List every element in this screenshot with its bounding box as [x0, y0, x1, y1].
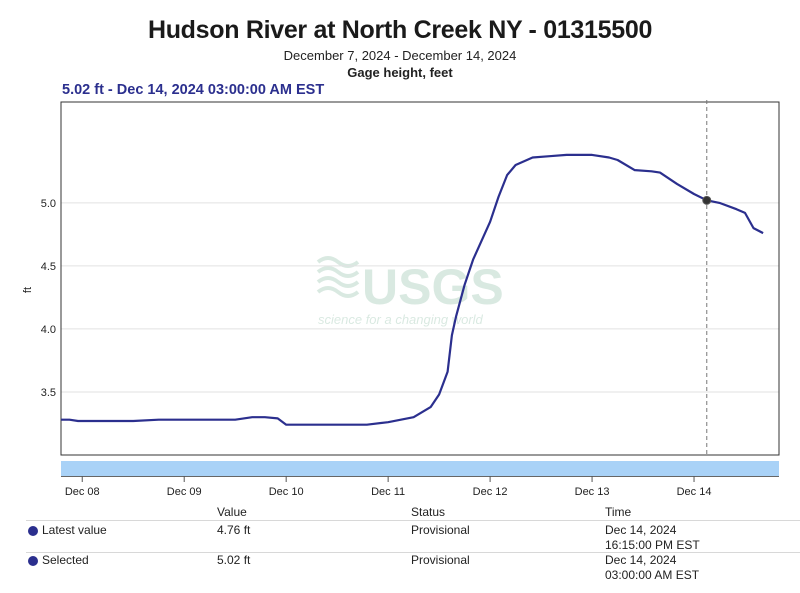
row-value: 4.76 ft [217, 523, 251, 537]
header-status: Status [411, 505, 446, 519]
gage-height-line [61, 153, 764, 426]
table-divider [26, 520, 800, 521]
row-status: Provisional [411, 553, 470, 567]
parameter-label: Gage height, feet [347, 65, 453, 80]
x-axis: Dec 08 Dec 09 Dec 10 Dec 11 Dec 12 Dec 13 Dec … [65, 476, 712, 498]
chart-area[interactable]: USGS science for a changing world 3.5 4.0… [0, 0, 800, 500]
usgs-tagline: science for a changing world [318, 312, 484, 327]
row-time-clock: 16:15:00 PM EST [605, 538, 700, 552]
row-time-date: Dec 14, 2024 [605, 523, 677, 537]
series-dot-icon [28, 556, 38, 566]
x-tick-label: Dec 12 [473, 486, 508, 498]
row-name: Selected [42, 553, 89, 567]
timeline-axis [61, 476, 779, 477]
usgs-logo-waves-icon [316, 256, 360, 298]
y-axis-label: ft [22, 287, 34, 293]
y-tick-label: 5.0 [41, 198, 56, 210]
row-time-date: Dec 14, 2024 [605, 553, 677, 567]
x-tick-label: Dec 10 [269, 486, 304, 498]
series-dot-icon [28, 526, 38, 536]
header-time: Time [605, 505, 632, 519]
chart-title: Hudson River at North Creek NY - 0131550… [147, 16, 653, 44]
plot-frame [60, 101, 780, 456]
date-range: December 7, 2024 - December 14, 2024 [283, 48, 517, 63]
x-tick-label: Dec 11 [371, 486, 405, 498]
selected-readout: 5.02 ft - Dec 14, 2024 03:00:00 AM EST [62, 82, 325, 98]
y-tick-label: 3.5 [41, 387, 56, 399]
y-axis: 3.5 4.0 4.5 5.0 [41, 198, 56, 399]
usgs-logo-text: USGS [362, 259, 504, 315]
row-name: Latest value [42, 523, 107, 537]
table-divider [26, 552, 800, 553]
y-tick-label: 4.0 [41, 324, 56, 336]
grid-lines [61, 202, 779, 393]
timeline-brush[interactable] [61, 461, 779, 476]
row-value: 5.02 ft [217, 553, 251, 567]
x-tick-label: Dec 09 [167, 486, 202, 498]
x-tick-label: Dec 13 [575, 486, 610, 498]
header-value: Value [217, 505, 247, 519]
x-tick-label: Dec 08 [65, 486, 100, 498]
usgs-watermark: USGS science for a changing world [316, 256, 504, 327]
row-time-clock: 03:00:00 AM EST [605, 568, 700, 582]
selected-point-marker[interactable] [702, 195, 712, 205]
row-status: Provisional [411, 523, 470, 537]
y-tick-label: 4.5 [41, 261, 56, 273]
x-tick-label: Dec 14 [677, 486, 712, 498]
